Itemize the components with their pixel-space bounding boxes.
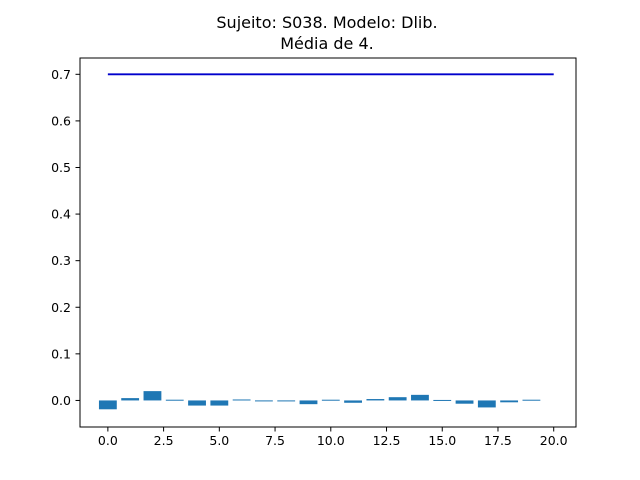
bar [433, 399, 452, 401]
x-tick-label: 7.5 [265, 433, 285, 448]
x-tick-label: 12.5 [373, 433, 401, 448]
x-tick-label: 2.5 [154, 433, 174, 448]
bar [366, 399, 385, 401]
bar [388, 397, 407, 401]
bar [188, 400, 206, 406]
x-tick-label: 17.5 [484, 433, 512, 448]
plot-frame [79, 57, 577, 428]
bar [411, 394, 429, 401]
bars-layer [98, 391, 541, 410]
bar [121, 398, 140, 401]
y-tick-label: 0.4 [51, 207, 71, 222]
x-tick-label: 0.0 [98, 433, 118, 448]
bar [500, 400, 519, 403]
x-tick-label: 10.0 [317, 433, 345, 448]
x-tick-label: 5.0 [209, 433, 229, 448]
bar [299, 400, 318, 405]
y-tick-label: 0.1 [51, 346, 71, 361]
bar [98, 400, 117, 410]
y-tick-label: 0.0 [51, 393, 71, 408]
bar [254, 400, 273, 402]
bar [455, 400, 474, 404]
bar [522, 399, 541, 401]
bar [232, 399, 251, 401]
x-tick-label: 20.0 [540, 433, 568, 448]
x-axis: 0.0 2.5 5.0 7.5 10.0 12.5 15.0 17.5 20.0 [98, 427, 568, 448]
bar [165, 399, 184, 401]
bar [277, 400, 296, 402]
bar [321, 399, 340, 401]
y-axis: 0.0 0.1 0.2 0.3 0.4 0.5 0.6 0.7 [51, 67, 80, 408]
bar [477, 400, 496, 408]
bar [210, 400, 229, 406]
y-tick-label: 0.2 [51, 300, 71, 315]
bar [143, 391, 162, 401]
y-tick-label: 0.7 [51, 67, 71, 82]
bar [344, 400, 362, 403]
y-tick-label: 0.5 [51, 160, 71, 175]
chart-title: Sujeito: S038. Modelo: Dlib. [216, 13, 437, 32]
x-tick-label: 15.0 [428, 433, 456, 448]
y-tick-label: 0.3 [51, 253, 71, 268]
chart-subtitle: Média de 4. [280, 34, 374, 53]
y-tick-label: 0.6 [51, 113, 71, 128]
